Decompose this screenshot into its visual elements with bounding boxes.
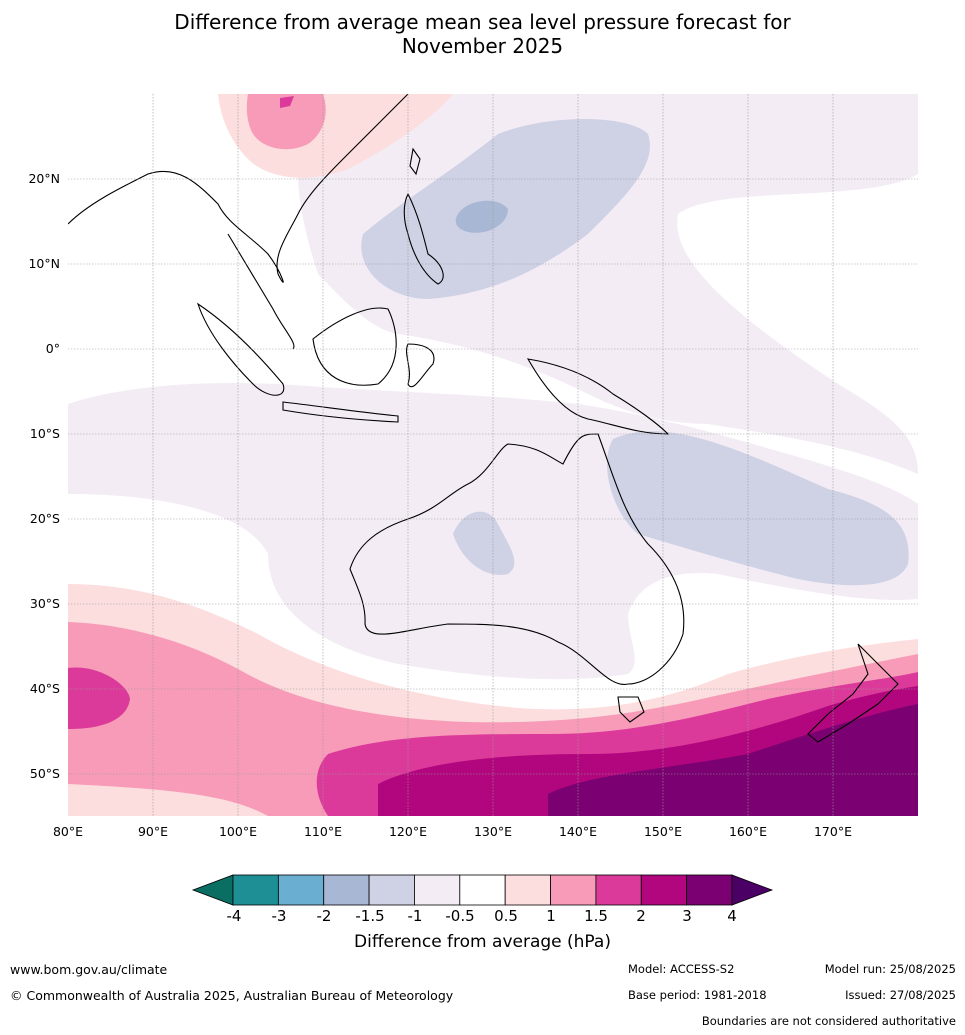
legend-tick: -1 [407, 907, 423, 925]
issued-text: Issued: 27/08/2025 [845, 988, 956, 1002]
anomaly-zone-minus-1-central-aus [453, 511, 515, 575]
legend-color-bin [277, 874, 325, 906]
legend-color-bin [368, 874, 415, 906]
lon-label-80e: 80°E [52, 824, 84, 839]
legend-color-bin [640, 874, 688, 906]
disclaimer-text: Boundaries are not considered authoritat… [701, 1014, 956, 1028]
legend-tick: 4 [727, 907, 737, 925]
indochina-coast [227, 233, 295, 350]
map-title: Difference from average mean sea level p… [0, 10, 965, 58]
philippines-coast [403, 192, 444, 285]
model-text: Model: ACCESS-S2 [628, 962, 735, 976]
legend-color-bin [686, 874, 733, 906]
legend-tick: 2 [636, 907, 646, 925]
legend-tick: 0.5 [494, 907, 518, 925]
lon-label-150e: 150°E [643, 824, 682, 839]
legend-high-arrow [731, 874, 774, 906]
sumatra-coast [196, 302, 285, 396]
tasmania-coast [617, 696, 645, 723]
legend-colorbar [191, 874, 774, 906]
legend-tick: -0.5 [445, 907, 475, 925]
anomaly-zone-minus-1.5-north [455, 200, 508, 233]
lat-label-20n: 20°N [28, 171, 60, 186]
pressure-anomaly-map [68, 94, 918, 816]
title-line-1: Difference from average mean sea level p… [174, 10, 791, 34]
lon-label-140e: 140°E [558, 824, 597, 839]
legend-tick: -3 [271, 907, 287, 925]
anomaly-zone-plus-1-china [246, 94, 326, 150]
graticule [68, 94, 918, 816]
legend-tick: -1.5 [355, 907, 385, 925]
lat-label-10n: 10°N [28, 256, 60, 271]
legend-color-bin [595, 874, 642, 906]
anomaly-zone-plus-3 [548, 704, 918, 816]
lat-label-40s: 40°S [29, 681, 60, 696]
website-link[interactable]: www.bom.gov.au/climate [10, 962, 168, 977]
copyright-text: © Commonwealth of Australia 2025, Austra… [10, 988, 454, 1003]
anomaly-zone-plus-1.5-west [68, 667, 130, 729]
borneo-coast [312, 307, 397, 386]
lat-label-50s: 50°S [29, 766, 60, 781]
lon-label-160e: 160°E [728, 824, 767, 839]
model-run-text: Model run: 25/08/2025 [824, 962, 956, 976]
title-line-2: November 2025 [401, 34, 564, 58]
lat-label-0: 0° [45, 341, 60, 356]
legend-low-arrow [191, 874, 234, 906]
legend-color-bin [232, 874, 279, 906]
legend-title: Difference from average (hPa) [354, 932, 611, 952]
lon-label-130e: 130°E [473, 824, 512, 839]
legend-color-bin [459, 874, 506, 906]
lon-label-110e: 110°E [303, 824, 342, 839]
anomaly-zone-plus-1.5-china [280, 96, 294, 108]
legend-tick: -2 [316, 907, 332, 925]
new-guinea-coast [526, 358, 670, 435]
lon-label-170e: 170°E [813, 824, 852, 839]
legend-tick: 1.5 [584, 907, 608, 925]
lat-label-30s: 30°S [29, 596, 60, 611]
legend-tick: 3 [682, 907, 692, 925]
legend-tick: 1 [546, 907, 556, 925]
lon-label-100e: 100°E [218, 824, 257, 839]
australia-coast [349, 433, 685, 685]
lon-label-90e: 90°E [137, 824, 169, 839]
legend-color-bin [414, 874, 461, 906]
taiwan-coast [409, 147, 421, 176]
anomaly-zone-minus-05-north [218, 94, 918, 474]
legend-color-bin [323, 874, 370, 906]
legend-color-bin [550, 874, 597, 906]
lat-label-20s: 20°S [29, 511, 60, 526]
asia-mainland-coast [68, 94, 409, 283]
anomaly-zone-minus-1-coral-sea [607, 431, 909, 586]
lon-label-120e: 120°E [388, 824, 427, 839]
base-period-text: Base period: 1981-2018 [628, 988, 767, 1002]
legend-tick: -4 [226, 907, 242, 925]
java-coast [282, 401, 399, 423]
legend-color-bin [504, 874, 551, 906]
lat-label-10s: 10°S [29, 426, 60, 441]
